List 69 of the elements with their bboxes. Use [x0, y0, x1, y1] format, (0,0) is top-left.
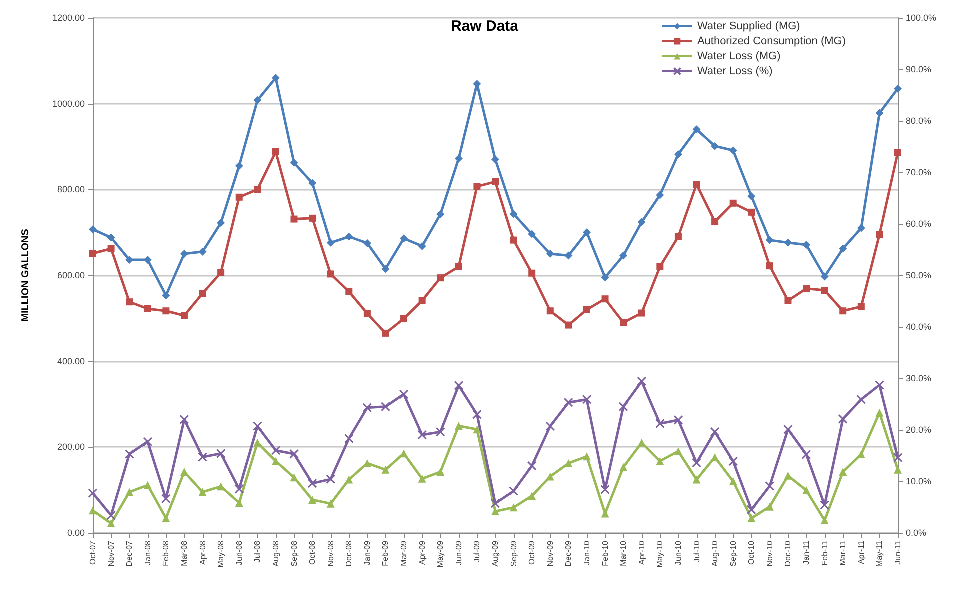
x-tick-label: Dec-08 [344, 540, 354, 567]
x-tick-label: Mar-08 [180, 540, 189, 566]
x-tick-label: Mar-11 [838, 540, 848, 566]
y2-tick-label: 20.0% [906, 425, 932, 435]
x-tick-label: Nov-10 [765, 540, 774, 567]
y2-tick-label: 10.0% [906, 476, 932, 486]
legend-label: Authorized Consumption (MG) [697, 36, 846, 48]
x-tick-label: Feb-11 [820, 540, 830, 566]
chart-title: Raw Data [451, 18, 520, 35]
x-tick-label: Mar-09 [400, 540, 409, 566]
x-tick-label: Nov-08 [326, 540, 336, 567]
x-tick-label: Apr-10 [637, 540, 646, 566]
x-tick-label: Jun-10 [674, 540, 683, 566]
y2-tick-label: 30.0% [906, 374, 932, 384]
x-tick-label: Sep-08 [290, 540, 299, 567]
y-tick-label: 800.00 [57, 184, 85, 195]
x-tick-label: Apr-11 [856, 540, 866, 564]
x-tick-label: Sep-09 [509, 540, 518, 567]
x-tick-label: Aug-08 [271, 540, 280, 567]
x-tick-label: Jan-09 [362, 540, 372, 566]
x-tick-label: Sep-10 [728, 540, 738, 567]
x-tick-label: Oct-09 [528, 540, 537, 566]
x-tick-label: May-08 [216, 540, 226, 568]
x-tick-label: Nov-07 [106, 540, 116, 567]
x-tick-label: Oct-10 [747, 540, 756, 566]
y2-tick-label: 50.0% [906, 270, 932, 280]
x-tick-label: Jan-10 [582, 540, 592, 566]
y-tick-label: 1000.00 [52, 98, 85, 109]
x-tick-label: Jan-08 [143, 540, 152, 566]
x-tick-label: Dec-10 [784, 540, 793, 567]
y-tick-label: 400.00 [57, 356, 85, 366]
x-tick-label: Jan-11 [802, 540, 812, 565]
x-tick-label: Dec-07 [125, 540, 134, 567]
y-tick-label: 1200.00 [52, 13, 85, 23]
y-tick-label: 200.00 [57, 442, 85, 452]
x-tick-label: Jul-08 [253, 540, 262, 563]
x-tick-label: Mar-10 [619, 540, 628, 566]
x-tick-label: Oct-07 [88, 540, 98, 566]
y2-tick-label: 40.0% [906, 322, 932, 332]
x-tick-label: Feb-09 [381, 540, 390, 566]
x-tick-label: Jun-08 [234, 540, 244, 566]
x-tick-label: May-09 [436, 540, 446, 568]
x-tick-label: Aug-09 [491, 540, 500, 567]
x-tick-label: Jun-11 [894, 540, 902, 565]
legend-label: Water Supplied (MG) [697, 20, 800, 32]
y2-tick-label: 100.0% [906, 13, 937, 23]
x-tick-label: Feb-10 [600, 540, 610, 566]
x-tick-label: Jul-09 [472, 540, 482, 563]
x-tick-label: Aug-10 [710, 540, 720, 567]
y2-tick-label: 90.0% [906, 64, 932, 74]
x-tick-label: Dec-09 [564, 540, 574, 567]
x-tick-label: Apr-09 [418, 540, 427, 566]
y-tick-label: 600.00 [57, 270, 85, 280]
x-tick-label: Oct-08 [308, 540, 318, 566]
x-tick-label: Apr-08 [198, 540, 208, 566]
x-tick-label: Nov-09 [546, 540, 555, 567]
legend-label: Water Loss (MG) [697, 50, 781, 62]
y2-tick-label: 80.0% [906, 116, 932, 126]
y2-tick-label: 0.0% [906, 528, 927, 538]
x-tick-label: May-11 [875, 540, 884, 568]
legend-label: Water Loss (%) [697, 66, 773, 78]
y-tick-label: 0.00 [67, 528, 85, 538]
x-tick-label: May-10 [656, 540, 665, 568]
x-tick-label: Feb-08 [162, 540, 171, 566]
y2-tick-label: 60.0% [906, 219, 932, 229]
y2-tick-label: 70.0% [906, 168, 932, 178]
y-axis-title: MILLION GALLONS [20, 228, 32, 322]
x-tick-label: Jul-10 [692, 540, 702, 563]
x-tick-label: Jun-09 [454, 540, 464, 566]
